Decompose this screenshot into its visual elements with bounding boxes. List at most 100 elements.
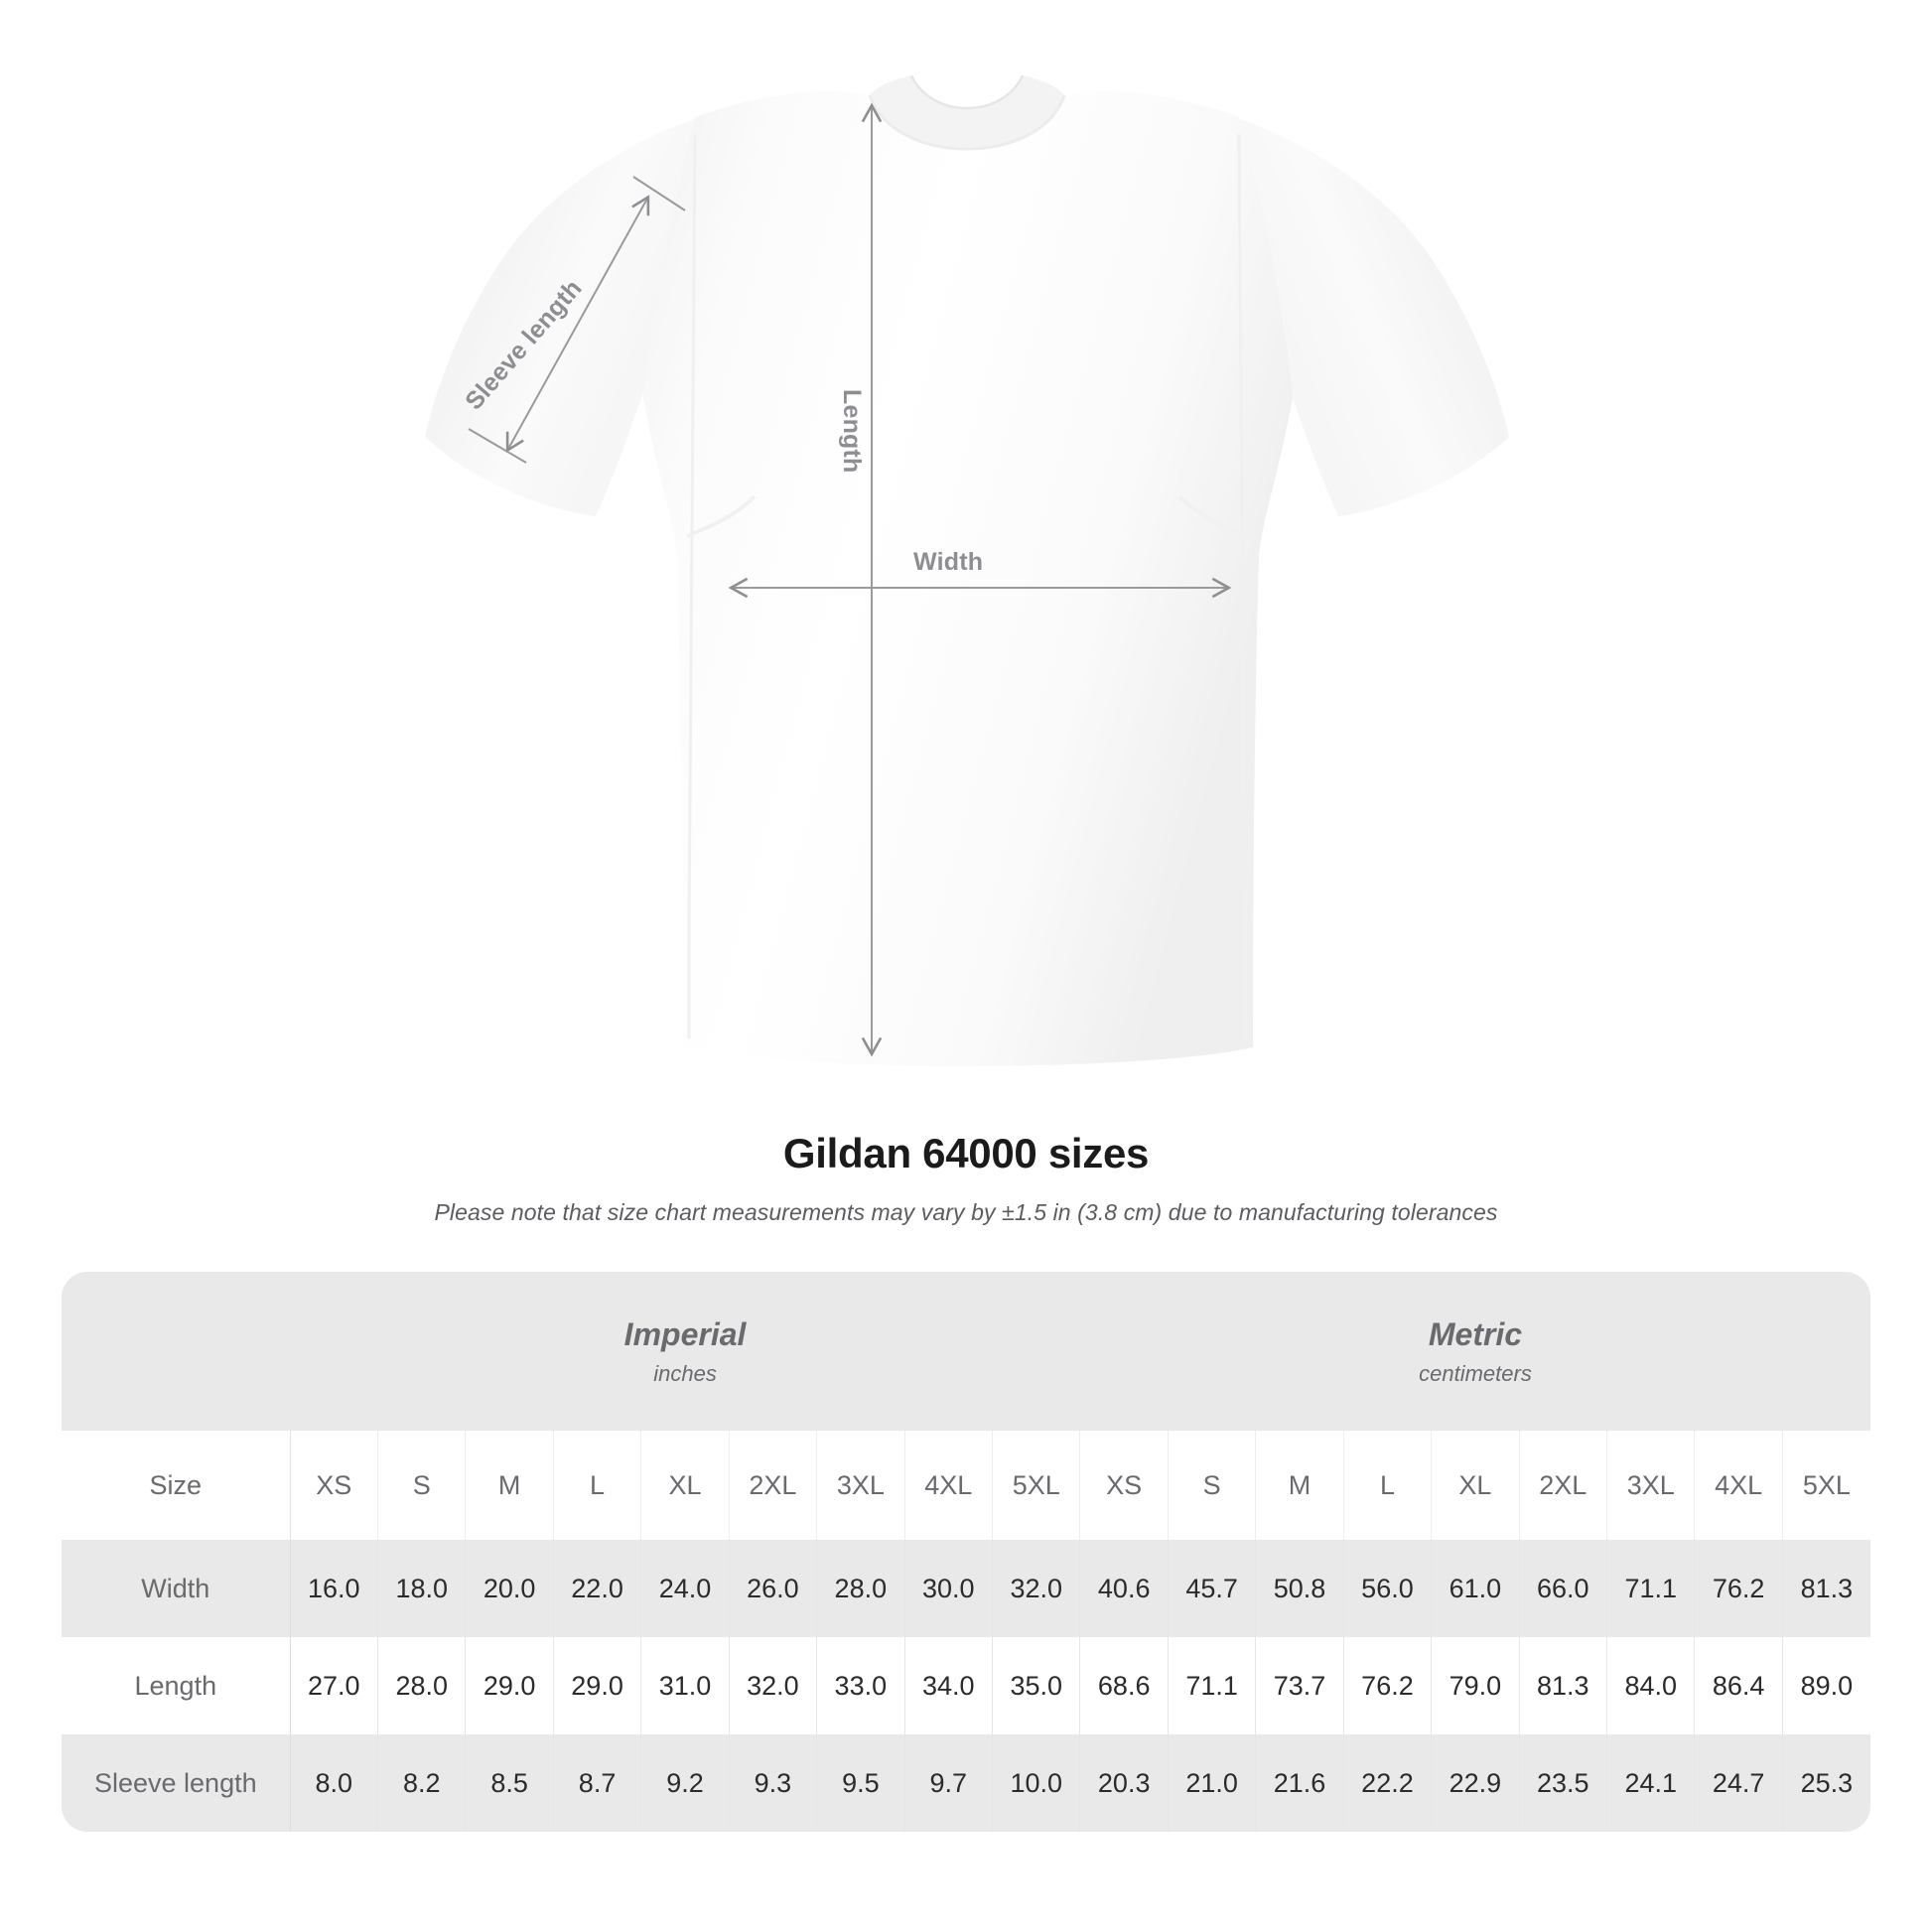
size-header-imperial-4xl: 4XL [904,1431,993,1540]
size-header-imperial-s: S [377,1431,467,1540]
unit-imperial-name: Imperial [623,1315,747,1352]
cell-sleeve-metric-3xl: 24.1 [1606,1734,1696,1832]
cell-width-metric-5xl: 81.3 [1782,1540,1870,1637]
cell-length-metric-m: 73.7 [1255,1637,1344,1734]
cell-length-imperial-m: 29.0 [465,1637,554,1734]
collar-outline [868,94,1066,151]
collar-inner-outline [909,74,1025,110]
collar-shape [870,75,1064,149]
size-header-metric-2xl: 2XL [1519,1431,1608,1540]
size-header-imperial-m: M [465,1431,554,1540]
cell-length-metric-2xl: 81.3 [1519,1637,1608,1734]
table-row-width: Width 16.0 18.0 20.0 22.0 24.0 26.0 28.0… [62,1540,1870,1637]
size-header-imperial-xl: XL [640,1431,730,1540]
cell-length-imperial-l: 29.0 [553,1637,642,1734]
tolerance-note: Please note that size chart measurements… [434,1199,1498,1225]
size-header-metric-m: M [1255,1431,1344,1540]
cell-length-imperial-xl: 31.0 [640,1637,730,1734]
cell-sleeve-imperial-2xl: 9.3 [729,1734,818,1832]
row-label-length: Length [62,1637,291,1734]
cell-sleeve-metric-l: 22.2 [1343,1734,1433,1832]
size-header-label: Size [62,1431,291,1540]
size-chart-table-wrap: Imperial inches Metric centimeters Size … [62,1272,1870,1832]
cell-sleeve-imperial-m: 8.5 [465,1734,554,1832]
chart-title-block: Gildan 64000 sizes Please note that size… [0,1130,1932,1226]
cell-width-metric-m: 50.8 [1255,1540,1344,1637]
unit-group-imperial: Imperial inches [290,1272,1080,1431]
cell-sleeve-imperial-4xl: 9.7 [904,1734,993,1832]
size-header-row: Size XS S M L XL 2XL 3XL 4XL 5XL XS S M … [62,1431,1870,1540]
cell-length-metric-xs: 68.6 [1079,1637,1169,1734]
cell-length-imperial-2xl: 32.0 [729,1637,818,1734]
width-dimension-label: Width [913,548,984,576]
right-sleeve-shape [1239,119,1509,516]
left-fold-line [687,133,697,1039]
size-header-imperial-2xl: 2XL [729,1431,818,1540]
size-header-imperial-l: L [553,1431,642,1540]
cell-sleeve-metric-m: 21.6 [1255,1734,1344,1832]
cell-length-imperial-s: 28.0 [377,1637,467,1734]
cell-length-imperial-4xl: 34.0 [904,1637,993,1734]
cell-width-metric-3xl: 71.1 [1606,1540,1696,1637]
table-row-length: Length 27.0 28.0 29.0 29.0 31.0 32.0 33.… [62,1637,1870,1734]
size-header-metric-xl: XL [1431,1431,1520,1540]
cell-sleeve-metric-5xl: 25.3 [1782,1734,1870,1832]
cell-sleeve-metric-xs: 20.3 [1079,1734,1169,1832]
tshirt-diagram-svg [425,74,1509,1066]
cell-width-imperial-3xl: 28.0 [816,1540,905,1637]
size-header-metric-5xl: 5XL [1782,1431,1870,1540]
size-header-imperial-3xl: 3XL [816,1431,905,1540]
cell-length-imperial-5xl: 35.0 [992,1637,1081,1734]
unit-group-header-row: Imperial inches Metric centimeters [62,1272,1870,1431]
cell-length-imperial-3xl: 33.0 [816,1637,905,1734]
cell-width-imperial-m: 20.0 [465,1540,554,1637]
cell-length-metric-3xl: 84.0 [1606,1637,1696,1734]
unit-metric-sub: centimeters [1419,1360,1532,1386]
cell-width-imperial-2xl: 26.0 [729,1540,818,1637]
tshirt-body-shape [643,91,1293,1066]
cell-width-imperial-s: 18.0 [377,1540,467,1637]
right-fold-line [1237,133,1247,1039]
unit-blank-cell [62,1272,291,1431]
unit-imperial-sub: inches [653,1360,717,1386]
cell-width-imperial-xs: 16.0 [290,1540,379,1637]
cell-length-metric-l: 76.2 [1343,1637,1433,1734]
size-header-metric-3xl: 3XL [1606,1431,1696,1540]
length-dimension-label: Length [838,389,866,474]
row-label-width: Width [62,1540,291,1637]
cell-width-imperial-l: 22.0 [553,1540,642,1637]
sleeve-length-measure-arrow [505,195,650,453]
cell-length-imperial-xs: 27.0 [290,1637,379,1734]
size-chart-table: Imperial inches Metric centimeters Size … [62,1272,1870,1832]
cell-sleeve-metric-4xl: 24.7 [1694,1734,1783,1832]
cell-width-metric-2xl: 66.0 [1519,1540,1608,1637]
cell-sleeve-imperial-xs: 8.0 [290,1734,379,1832]
size-header-metric-s: S [1168,1431,1257,1540]
unit-metric-name: Metric [1428,1315,1523,1352]
cell-sleeve-metric-xl: 22.9 [1431,1734,1520,1832]
cell-length-metric-5xl: 89.0 [1782,1637,1870,1734]
cell-width-metric-s: 45.7 [1168,1540,1257,1637]
cell-width-metric-4xl: 76.2 [1694,1540,1783,1637]
size-header-metric-l: L [1343,1431,1433,1540]
cell-sleeve-imperial-l: 8.7 [553,1734,642,1832]
sleeve-arrow-top-cap [632,176,686,211]
cell-width-imperial-5xl: 32.0 [992,1540,1081,1637]
cell-width-metric-xs: 40.6 [1079,1540,1169,1637]
cell-width-metric-l: 56.0 [1343,1540,1433,1637]
cell-sleeve-imperial-xl: 9.2 [640,1734,730,1832]
row-label-sleeve-length: Sleeve length [62,1734,291,1832]
cell-sleeve-imperial-3xl: 9.5 [816,1734,905,1832]
size-header-imperial-xs: XS [290,1431,379,1540]
size-header-metric-4xl: 4XL [1694,1431,1783,1540]
cell-length-metric-s: 71.1 [1168,1637,1257,1734]
size-header-metric-xs: XS [1079,1431,1169,1540]
cell-width-imperial-xl: 24.0 [640,1540,730,1637]
cell-length-metric-4xl: 86.4 [1694,1637,1783,1734]
sleeve-arrow-bottom-cap [468,428,527,464]
cell-width-metric-xl: 61.0 [1431,1540,1520,1637]
cell-sleeve-metric-2xl: 23.5 [1519,1734,1608,1832]
left-armpit-crease [686,494,757,538]
cell-length-metric-xl: 79.0 [1431,1637,1520,1734]
size-header-imperial-5xl: 5XL [992,1431,1081,1540]
